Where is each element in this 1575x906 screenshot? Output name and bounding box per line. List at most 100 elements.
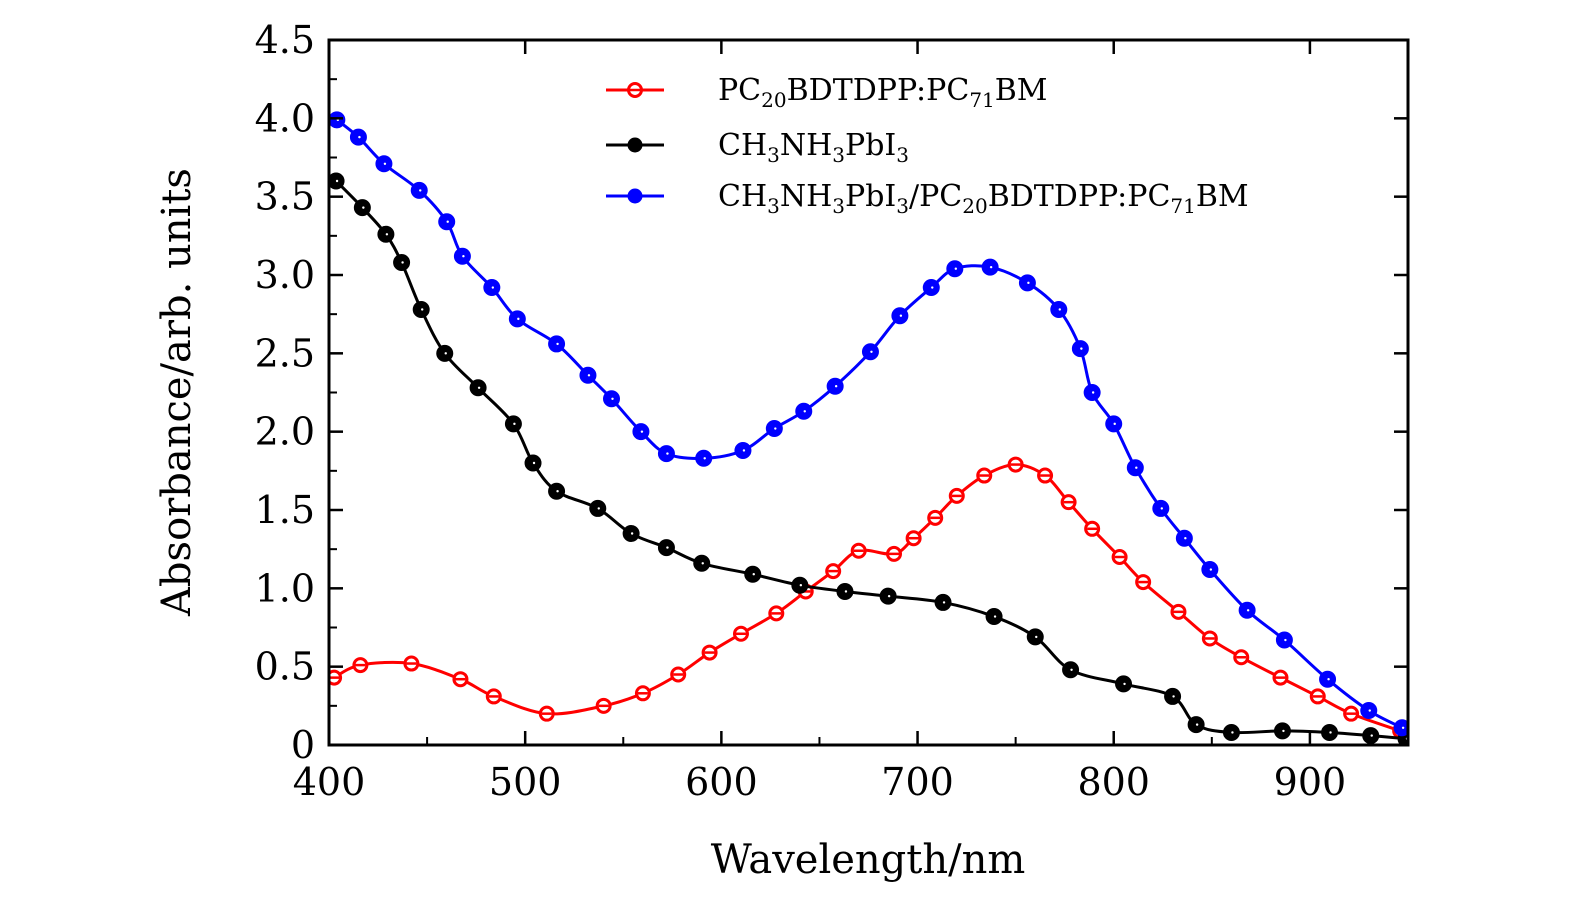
x-tick-label: 600	[685, 760, 758, 804]
data-point-glint	[477, 386, 481, 389]
data-point-glint	[989, 265, 993, 269]
data-point-glint	[870, 350, 873, 353]
data-point-glint	[421, 308, 424, 311]
y-tick-label: 0	[291, 723, 315, 767]
data-point-glint	[1070, 668, 1073, 671]
data-point-glint	[899, 314, 903, 317]
data-point-glint	[513, 422, 516, 426]
data-point-glint	[1327, 678, 1330, 681]
data-point-glint	[931, 286, 934, 289]
data-point-glint	[834, 385, 838, 388]
data-point-glint	[491, 286, 495, 289]
x-tick-label: 400	[293, 760, 366, 804]
data-point-glint	[611, 397, 614, 400]
y-axis-title: Absorbance/arb. units	[154, 168, 200, 617]
data-point-glint	[1123, 682, 1126, 686]
legend-marker	[627, 188, 643, 204]
data-point-glint	[1184, 537, 1187, 540]
y-tick-label: 3.5	[255, 175, 315, 219]
y-tick-label: 3.0	[255, 253, 315, 297]
data-point-glint	[844, 590, 848, 593]
data-point-glint	[666, 452, 669, 455]
data-point-glint	[556, 490, 559, 493]
data-point-glint	[532, 461, 536, 465]
data-point-glint	[1160, 507, 1164, 510]
data-point-glint	[703, 457, 706, 460]
data-point	[1393, 719, 1408, 737]
y-tick-label: 1.0	[255, 566, 315, 610]
data-point-glint	[383, 162, 387, 165]
data-point-glint	[335, 179, 339, 183]
x-axis-title: Wavelength/nm	[711, 837, 1026, 883]
data-point-glint	[419, 189, 422, 192]
data-point-glint	[701, 562, 704, 565]
x-tick-label: 700	[881, 760, 954, 804]
data-point-glint	[556, 342, 559, 346]
data-point-glint	[640, 430, 644, 433]
legend-label: CH3NH3PbI3	[718, 128, 909, 167]
data-point-glint	[517, 317, 520, 321]
data-point-glint	[1246, 609, 1250, 612]
data-point-glint	[401, 261, 404, 264]
data-point-glint	[1172, 695, 1175, 698]
data-point-glint	[462, 255, 465, 258]
series-0	[329, 456, 1408, 739]
legend-marker	[627, 137, 643, 153]
data-point-glint	[444, 352, 447, 355]
legend-item-0: PC20BDTDPP:PC71BM	[606, 73, 1048, 112]
data-point-glint	[1401, 726, 1405, 729]
data-point-glint	[1329, 731, 1332, 734]
y-tick-label: 4.5	[255, 18, 315, 62]
data-point-glint	[803, 410, 806, 413]
x-tick-label: 800	[1077, 760, 1150, 804]
data-point-glint	[742, 449, 746, 452]
data-point-glint	[1027, 281, 1030, 285]
data-point-glint	[446, 220, 449, 223]
data-point-glint	[1370, 734, 1373, 737]
data-point-glint	[1284, 638, 1287, 642]
data-point-glint	[1209, 568, 1213, 571]
y-tick-label: 0.5	[255, 645, 315, 689]
data-point-glint	[1368, 709, 1371, 712]
y-tick-label: 2.5	[255, 331, 315, 375]
data-point-glint	[1231, 731, 1234, 734]
data-point-glint	[1113, 422, 1116, 426]
data-point-glint	[597, 507, 600, 510]
data-point-glint	[1080, 347, 1083, 350]
y-tick-label: 2.0	[255, 410, 315, 454]
data-point-glint	[1282, 729, 1285, 733]
data-point-glint	[774, 427, 777, 430]
legend-label: CH3NH3PbI3/PC20BDTDPP:PC71BM	[718, 179, 1249, 218]
legend: PC20BDTDPP:PC71BM CH3NH3PbI3 CH3NH3PbI3/PC…	[606, 73, 1249, 218]
data-point-glint	[666, 546, 669, 549]
data-point-glint	[993, 615, 997, 618]
axis-ticks	[327, 38, 1408, 747]
data-point-glint	[630, 532, 634, 535]
legend-item-2: CH3NH3PbI3/PC20BDTDPP:PC71BM	[606, 179, 1249, 218]
data-point-glint	[587, 374, 591, 377]
data-point-glint	[887, 594, 891, 598]
data-point-glint	[1091, 391, 1095, 394]
x-tick-label: 900	[1274, 760, 1347, 804]
legend-item-1: CH3NH3PbI3	[606, 128, 909, 167]
data-point-glint	[1135, 466, 1138, 469]
series-2	[329, 111, 1408, 737]
axis-tick-labels: 400 500 600 700 800 900 0 0.5 1.0 1.5 2.0 2.5 3.0 3.5…	[255, 18, 1347, 804]
data-point-glint	[799, 584, 803, 587]
data-point-glint	[1058, 308, 1061, 311]
legend-label: PC20BDTDPP:PC71BM	[718, 73, 1048, 112]
data-point-glint	[942, 601, 946, 604]
y-tick-label: 1.5	[255, 488, 315, 532]
data-point-glint	[1195, 723, 1199, 726]
y-tick-label: 4.0	[255, 96, 315, 140]
series-layer	[329, 111, 1408, 745]
data-point-glint	[358, 135, 361, 139]
data-point-glint	[362, 206, 365, 209]
data-point-glint	[385, 233, 389, 236]
series-1	[329, 172, 1408, 745]
data-point-glint	[752, 573, 755, 576]
data-point-glint	[954, 267, 958, 270]
data-point-glint	[1035, 635, 1038, 639]
x-tick-label: 500	[489, 760, 562, 804]
